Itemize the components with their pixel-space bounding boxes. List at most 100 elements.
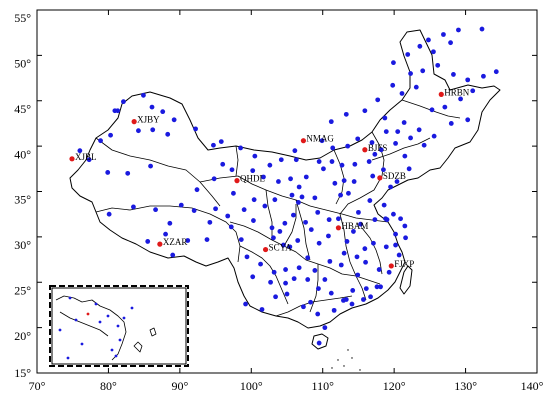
station-dot-highlight [131,119,137,125]
station-dot [338,192,343,198]
station-dot [312,195,318,201]
station-dot [282,220,288,226]
station-dot [363,259,368,265]
station-dot [402,223,408,229]
station-dot [259,307,265,312]
station-dot [267,162,273,168]
station-dot [229,167,235,173]
station-dot [426,37,431,43]
station-dot [291,212,296,218]
station-dot [344,239,350,244]
station-dot-highlight [377,175,383,181]
inset-dot [68,296,72,300]
inset-dot [118,338,122,342]
lon-tick-label: 120° [383,379,406,393]
station-dot [456,27,461,33]
station-dot [451,72,456,77]
station-label-scya: SCYA [269,243,293,253]
inset-dot [86,312,90,316]
station-dot [141,92,146,98]
station-dot [315,311,321,317]
station-dot [225,213,231,219]
station-dot [356,209,361,215]
station-dot [329,159,335,164]
station-dot [362,108,368,114]
station-dot [393,242,398,248]
inset-dot [58,328,62,332]
station-dot [349,301,355,307]
station-dot [420,68,426,74]
station-dot [448,121,454,126]
station-dot [271,269,277,275]
station-dot [354,254,360,260]
station-dot [316,240,322,246]
inset-coastline [55,295,127,361]
station-dot [291,276,297,282]
station-dot-highlight [388,263,394,269]
station-dot [211,176,217,182]
station-dot [413,84,419,90]
station-dot [374,284,380,290]
station-dot [367,198,373,203]
station-dot [361,297,366,302]
station-dot [393,141,398,146]
station-dot [108,132,113,138]
station-dot [370,173,376,179]
station-dot-highlight [234,178,240,184]
inset-dot [122,316,126,320]
station-dot [185,238,191,243]
station-dot [338,262,344,268]
station-dot [231,190,236,196]
station-dot [106,211,112,217]
station-dot [305,277,311,282]
station-dot [371,240,376,246]
station-dot [416,127,422,133]
station-dot [271,235,276,241]
inset-dot [114,354,118,358]
station-dot-highlight [262,246,269,253]
station-dot [278,157,284,163]
inset-dot [130,306,134,310]
lon-tick-label: 90° [171,379,188,393]
station-dot [408,71,413,76]
china-border [69,29,501,329]
station-dot [372,217,378,223]
station-dot [350,288,356,293]
station-label-qhdl: QHDL [240,174,265,184]
province-boundaries [95,99,461,317]
inset-dot [80,342,84,346]
inset-dot [110,348,114,352]
station-dot [465,117,471,123]
station-dot [390,82,396,88]
station-dot [218,139,224,144]
station-dot [479,26,485,32]
station-dot [252,153,258,159]
station-dot [441,32,446,37]
station-dot [330,145,336,151]
station-dot [343,111,349,117]
station-dot [331,307,337,313]
station-dot [251,197,257,203]
station-dot [167,220,173,226]
station-dot [272,197,278,203]
station-dot [296,184,302,190]
station-dot [165,131,171,137]
lon-axis: 70° 80° 90° 100° 110° 120° 130° 140° [29,379,544,393]
station-dot [341,178,347,184]
station-dot [250,168,256,174]
station-dot [319,138,325,144]
station-dot [381,167,386,173]
station-dot [296,265,302,271]
station-dot [394,179,400,184]
station-label-hrbn: HRBN [444,87,470,97]
station-dot [283,267,288,272]
station-dot [149,104,155,110]
station-dot-highlight [300,138,307,144]
lon-tick-label: 110° [312,379,335,393]
station-dot-highlight [438,91,444,97]
station-dot [136,128,141,134]
station-dot [211,142,216,148]
station-dot [316,286,321,292]
station-dot [204,237,210,242]
